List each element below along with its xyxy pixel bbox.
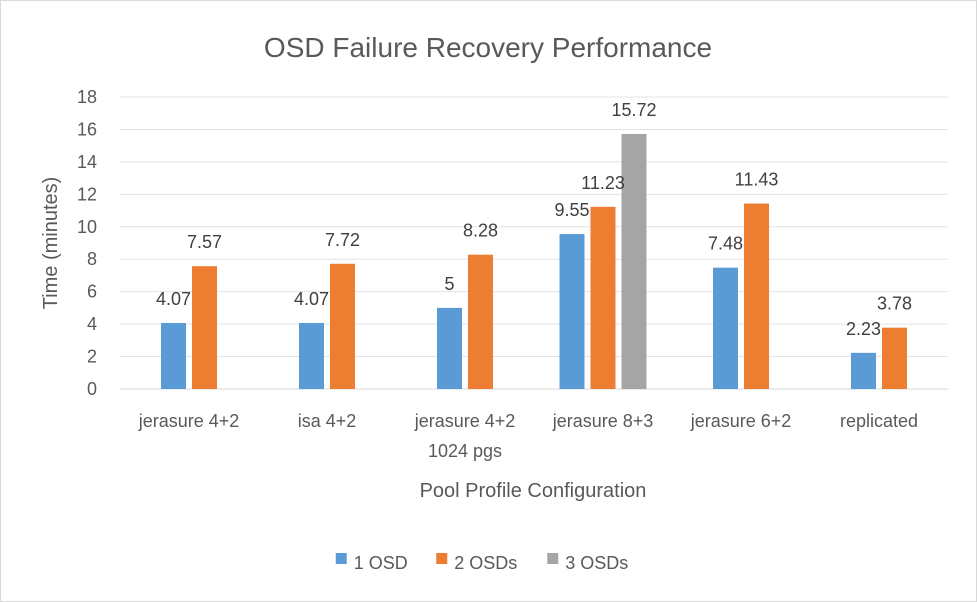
y-tick-label: 0 (87, 379, 97, 399)
x-tick-label: jerasure 6+2 (690, 411, 792, 431)
x-axis-ticks: jerasure 4+2 isa 4+2 jerasure 4+2 1024 pgs j… (138, 411, 918, 461)
bar (437, 307, 462, 389)
legend-label: 1 OSD (354, 553, 408, 573)
y-tick-label: 10 (77, 217, 97, 237)
x-tick-label: jerasure 4+2 (138, 411, 240, 431)
bar (299, 322, 324, 389)
gridlines (120, 96, 948, 390)
y-tick-label: 16 (77, 119, 97, 139)
data-label: 5 (444, 274, 454, 294)
x-tick-label: jerasure 4+2 (414, 411, 516, 431)
y-tick-label: 2 (87, 347, 97, 367)
y-tick-label: 8 (87, 249, 97, 269)
data-label: 7.48 (708, 234, 743, 254)
bar (161, 322, 186, 389)
legend-swatch (335, 553, 347, 564)
x-tick-label: replicated (840, 411, 918, 431)
y-tick-label: 18 (77, 87, 97, 107)
y-tick-label: 4 (87, 314, 97, 334)
bar (192, 266, 217, 389)
y-axis-ticks: 0 2 4 6 8 10 12 14 16 18 (77, 87, 97, 399)
data-label: 4.07 (156, 289, 191, 309)
data-label: 11.23 (581, 173, 625, 193)
data-labels: 4.07 7.57 4.07 7.72 5 8.28 9.55 11.23 15.72 7.48 1… (156, 100, 912, 339)
x-tick-label: isa 4+2 (298, 411, 357, 431)
bar (559, 234, 585, 389)
legend-item: 1 OSD (335, 553, 408, 573)
y-axis-title: Time (minutes) (40, 177, 62, 310)
legend-swatch (547, 553, 559, 564)
data-label: 9.55 (554, 200, 589, 220)
x-axis-title: Pool Profile Configuration (420, 480, 647, 502)
x-tick-label: jerasure 8+3 (552, 411, 654, 431)
bar (468, 254, 493, 389)
data-label: 4.07 (294, 289, 329, 309)
bar (330, 263, 355, 389)
y-tick-label: 14 (77, 152, 97, 172)
y-tick-label: 12 (77, 184, 97, 204)
data-label: 7.57 (187, 232, 222, 252)
data-label: 15.72 (611, 100, 656, 120)
bars (161, 133, 907, 389)
legend-item: 3 OSDs (547, 553, 628, 573)
data-label: 2.23 (846, 319, 881, 339)
bar (713, 267, 738, 389)
data-label: 7.72 (325, 230, 360, 250)
legend-label: 2 OSDs (454, 553, 517, 573)
bar (621, 133, 647, 389)
data-label: 3.78 (877, 294, 912, 314)
x-tick-label: 1024 pgs (428, 441, 502, 461)
data-label: 11.43 (735, 170, 779, 190)
bar (851, 352, 876, 389)
bar (882, 327, 907, 389)
chart-title: OSD Failure Recovery Performance (264, 32, 712, 63)
legend-swatch (436, 553, 448, 564)
legend-label: 3 OSDs (565, 553, 628, 573)
legend-item: 2 OSDs (436, 553, 517, 573)
legend: 1 OSD 2 OSDs 3 OSDs (335, 553, 628, 573)
bar (590, 206, 616, 389)
bar (744, 203, 769, 389)
data-label: 8.28 (463, 221, 498, 241)
y-tick-label: 6 (87, 282, 97, 302)
